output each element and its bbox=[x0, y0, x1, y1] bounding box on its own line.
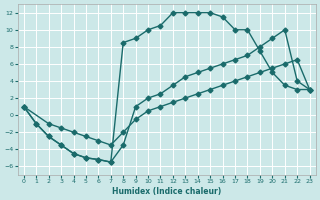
X-axis label: Humidex (Indice chaleur): Humidex (Indice chaleur) bbox=[112, 187, 221, 196]
